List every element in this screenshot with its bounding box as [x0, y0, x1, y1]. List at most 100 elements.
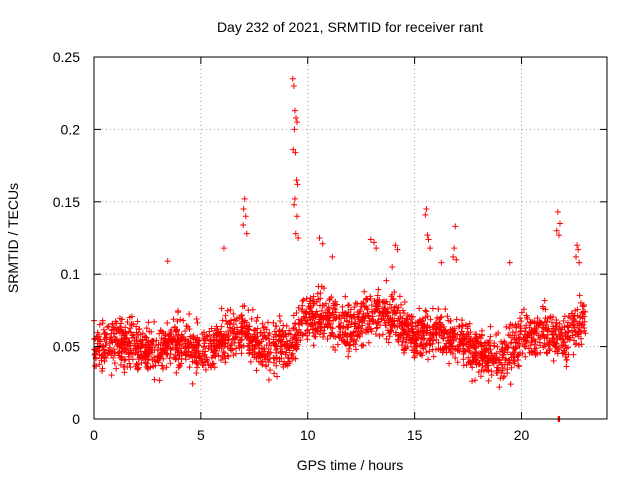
data-point — [111, 360, 118, 367]
data-point — [573, 253, 580, 260]
data-point — [271, 328, 278, 335]
data-point — [273, 362, 280, 369]
data-point — [402, 320, 409, 327]
data-point — [190, 332, 197, 339]
data-point — [460, 362, 467, 369]
data-point — [347, 338, 354, 345]
data-point — [343, 317, 350, 324]
data-point — [300, 296, 307, 303]
data-point — [556, 320, 563, 327]
data-point — [127, 325, 134, 332]
data-point — [332, 346, 339, 353]
data-point — [167, 360, 174, 367]
data-point — [315, 296, 322, 303]
data-point — [265, 319, 272, 326]
data-point — [246, 326, 253, 333]
data-point — [238, 330, 245, 337]
data-point — [508, 364, 515, 371]
data-point — [408, 325, 415, 332]
data-point — [156, 355, 163, 362]
data-point — [285, 343, 292, 350]
data-point — [299, 331, 306, 338]
data-point — [317, 290, 324, 297]
data-point — [359, 300, 366, 307]
data-point — [533, 324, 540, 331]
data-point — [133, 335, 140, 342]
data-point — [497, 375, 504, 382]
data-point — [139, 342, 146, 349]
data-point — [143, 325, 150, 332]
data-point — [520, 306, 527, 313]
data-point — [581, 318, 588, 325]
data-point — [276, 312, 283, 319]
data-point — [424, 322, 431, 329]
data-point — [425, 356, 432, 363]
data-point — [124, 318, 131, 325]
data-point — [170, 316, 177, 323]
data-point — [186, 310, 193, 317]
data-point — [240, 206, 247, 213]
data-point — [200, 362, 207, 369]
data-point — [315, 321, 322, 328]
data-point — [122, 334, 129, 341]
data-point — [121, 340, 128, 347]
data-point — [391, 289, 398, 296]
data-point — [177, 316, 184, 323]
data-point — [283, 361, 290, 368]
data-point — [210, 360, 217, 367]
data-point — [442, 343, 449, 350]
data-point — [320, 333, 327, 340]
data-point — [452, 345, 459, 352]
data-point — [372, 331, 379, 338]
data-point — [488, 372, 495, 379]
data-point — [515, 363, 522, 370]
data-point — [126, 353, 133, 360]
data-point — [355, 324, 362, 331]
data-point — [277, 318, 284, 325]
chart-title: Day 232 of 2021, SRMTID for receiver ran… — [217, 19, 483, 35]
data-point — [467, 349, 474, 356]
data-point — [174, 318, 181, 325]
data-point — [205, 361, 212, 368]
data-point — [570, 322, 577, 329]
data-point — [167, 329, 174, 336]
data-point — [485, 342, 492, 349]
data-point — [543, 321, 550, 328]
data-point — [341, 310, 348, 317]
data-point — [221, 353, 228, 360]
x-tick-label: 10 — [300, 427, 316, 443]
data-point — [229, 336, 236, 343]
data-point — [169, 344, 176, 351]
data-point — [312, 311, 319, 318]
data-point — [513, 324, 520, 331]
data-point — [416, 331, 423, 338]
data-point — [330, 302, 337, 309]
data-point — [389, 263, 396, 270]
data-point — [249, 306, 256, 313]
data-point — [543, 335, 550, 342]
data-point — [540, 325, 547, 332]
data-point — [292, 332, 299, 339]
data-point — [144, 360, 151, 367]
data-point — [560, 317, 567, 324]
data-point — [436, 315, 443, 322]
data-point — [460, 348, 467, 355]
data-point — [541, 297, 548, 304]
data-point — [110, 346, 117, 353]
data-point — [182, 336, 189, 343]
data-point — [498, 361, 505, 368]
data-point — [373, 300, 380, 307]
data-point — [430, 337, 437, 344]
data-point — [362, 296, 369, 303]
data-point — [476, 360, 483, 367]
data-point — [507, 381, 514, 388]
data-point — [572, 328, 579, 335]
data-point — [379, 331, 386, 338]
data-point — [478, 352, 485, 359]
data-series-srmtid — [91, 75, 589, 422]
data-point — [429, 346, 436, 353]
data-point — [354, 313, 361, 320]
data-point — [572, 341, 579, 348]
data-point — [318, 283, 325, 290]
data-point — [422, 211, 429, 218]
